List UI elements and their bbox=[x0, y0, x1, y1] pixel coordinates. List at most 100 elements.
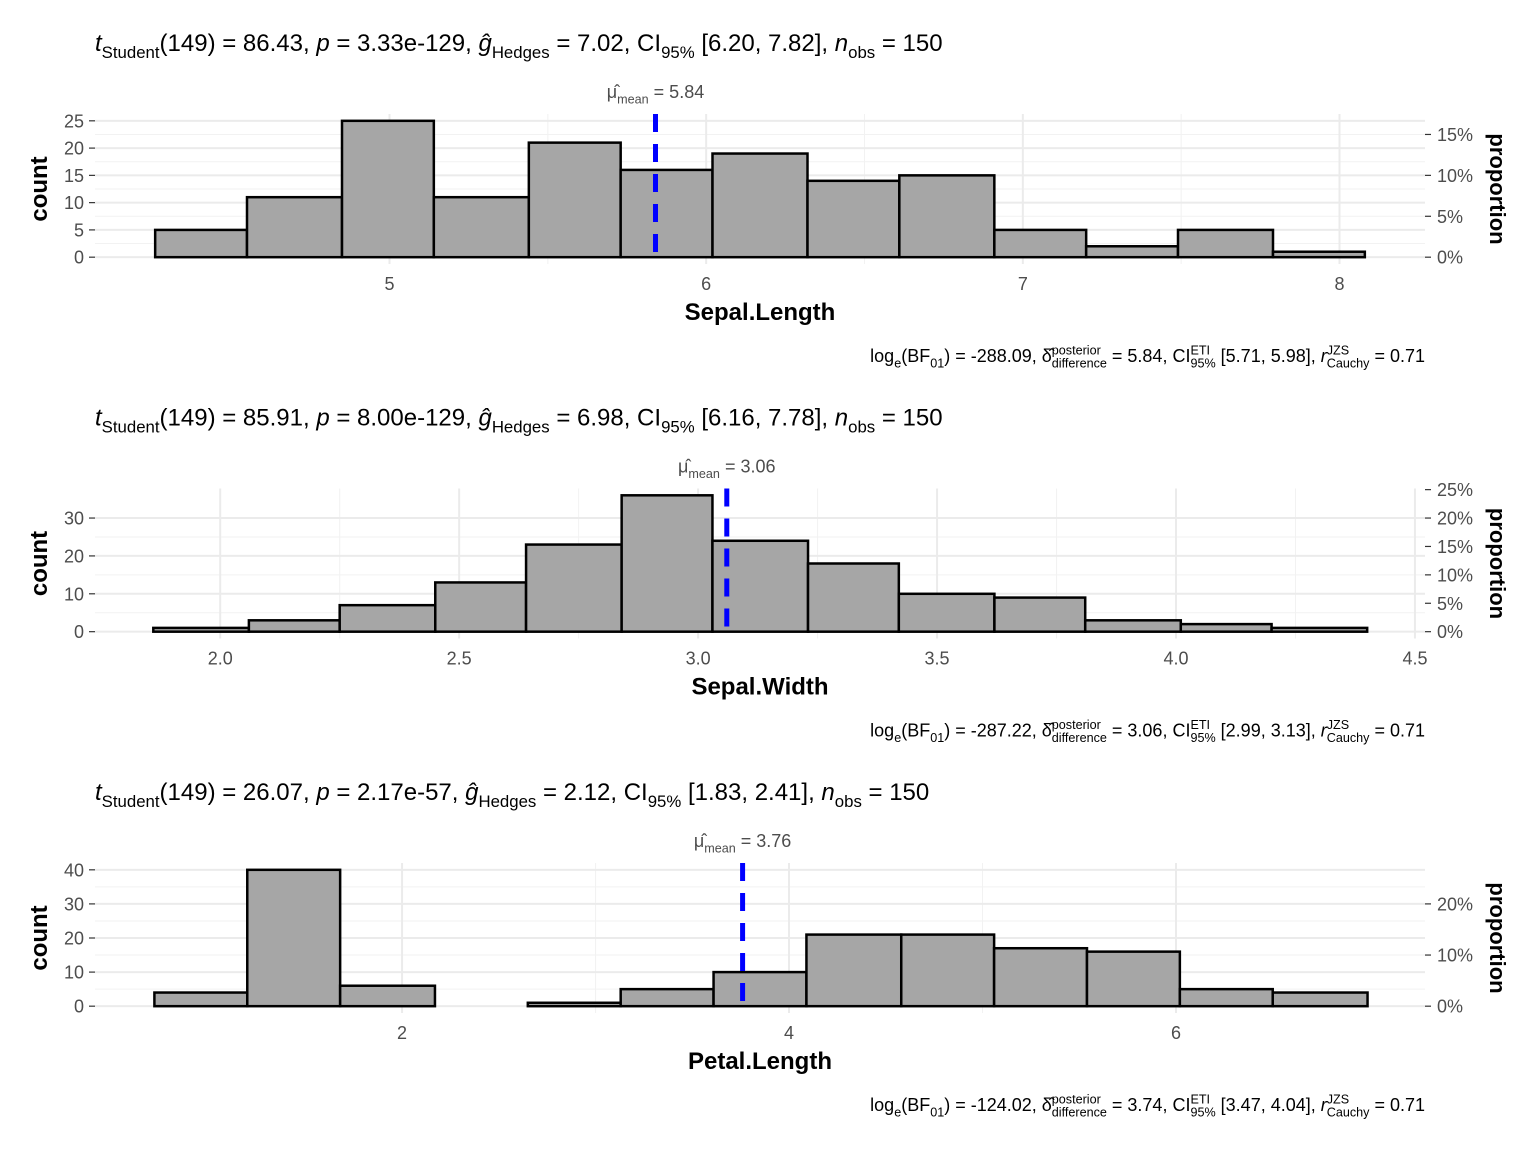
mean-label-part: 5.84 bbox=[669, 82, 704, 102]
mean-label-part: = bbox=[649, 82, 670, 102]
mean-label: μ̂ mean = 5.84 bbox=[607, 82, 704, 106]
chart-caption-part: difference bbox=[1052, 1105, 1107, 1119]
y-tick-label: 10 bbox=[64, 584, 84, 604]
bar bbox=[524, 543, 623, 633]
bar bbox=[340, 119, 436, 259]
chart-caption-part: [5.71, 5.98], bbox=[1216, 346, 1321, 366]
y2-tick-label: 0% bbox=[1437, 248, 1463, 268]
chart-caption-part: 95% bbox=[1190, 356, 1215, 370]
chart-title-part: ĝ bbox=[478, 405, 492, 432]
chart-title-part: p bbox=[315, 405, 329, 432]
y2-tick-label: 15% bbox=[1437, 125, 1473, 145]
bar bbox=[245, 195, 344, 259]
y2-tick-label: 20% bbox=[1437, 894, 1473, 914]
chart-caption-part: e bbox=[894, 1105, 901, 1119]
chart-title-part: p bbox=[315, 779, 329, 806]
mean-label-part: μ̂ bbox=[694, 831, 707, 851]
chart-caption-part: = 5.84, CI bbox=[1107, 346, 1191, 366]
y-tick-label: 30 bbox=[64, 509, 84, 529]
y-tick-label: 30 bbox=[64, 894, 84, 914]
y2-tick-label: 10% bbox=[1437, 946, 1473, 966]
x-axis-title: Sepal.Width bbox=[691, 674, 828, 701]
mean-label-part: = bbox=[720, 457, 741, 477]
bar bbox=[806, 562, 901, 633]
y-tick-label: 0 bbox=[74, 997, 84, 1017]
x-tick-label: 2.5 bbox=[447, 649, 472, 669]
chart-title-part: = 2.17e-57, bbox=[330, 779, 465, 806]
y-tick-label: 5 bbox=[74, 220, 84, 240]
chart-caption-part: 01 bbox=[930, 1105, 944, 1119]
bar bbox=[432, 195, 531, 259]
bar bbox=[1085, 950, 1182, 1008]
bar bbox=[247, 619, 341, 633]
y2-tick-label: 10% bbox=[1437, 166, 1473, 186]
y2-tick-label: 20% bbox=[1437, 509, 1473, 529]
bar bbox=[897, 592, 996, 633]
chart-title-part: = 3.33e-129, bbox=[330, 30, 479, 57]
chart-caption-part: difference bbox=[1052, 356, 1107, 370]
chart-caption-part: log bbox=[870, 721, 894, 741]
chart-title-part: obs bbox=[848, 418, 875, 437]
chart-caption-part: 01 bbox=[930, 356, 944, 370]
chart-caption-part: 01 bbox=[930, 731, 944, 745]
chart-caption-part: = 0.71 bbox=[1369, 721, 1425, 741]
bar bbox=[526, 1001, 622, 1008]
y-tick-label: 15 bbox=[64, 166, 84, 186]
chart-title-part: ĝ bbox=[465, 779, 479, 806]
chart-caption-part: 95% bbox=[1190, 731, 1215, 745]
bar bbox=[1084, 245, 1180, 259]
chart-title-part: (149) = 86.43, bbox=[160, 30, 317, 57]
bar bbox=[619, 168, 714, 259]
y2-axis-title: proportion bbox=[1485, 133, 1510, 244]
y-axis-title: count bbox=[26, 531, 53, 596]
mean-label-part: 3.06 bbox=[740, 457, 775, 477]
chart-title-part: p bbox=[315, 30, 329, 57]
chart-title-part: (149) = 85.91, bbox=[160, 405, 317, 432]
x-tick-label: 8 bbox=[1334, 274, 1344, 294]
bar bbox=[712, 970, 808, 1008]
chart-title-part: obs bbox=[848, 43, 875, 62]
bar bbox=[993, 596, 1087, 633]
y-tick-label: 20 bbox=[64, 139, 84, 159]
bar bbox=[1179, 622, 1273, 633]
y-tick-label: 10 bbox=[64, 193, 84, 213]
y2-tick-label: 5% bbox=[1437, 207, 1463, 227]
chart-title-part: [1.83, 2.41], bbox=[681, 779, 821, 806]
bar bbox=[153, 991, 249, 1008]
bar bbox=[1083, 619, 1183, 633]
bar bbox=[1271, 250, 1367, 259]
chart-title-part: n bbox=[835, 405, 848, 432]
x-tick-label: 6 bbox=[701, 274, 711, 294]
chart-title-part: [6.20, 7.82], bbox=[695, 30, 835, 57]
chart-caption-part: log bbox=[870, 346, 894, 366]
bar bbox=[246, 868, 342, 1008]
chart-caption-part: JZS bbox=[1327, 1092, 1349, 1106]
chart-caption-part: JZS bbox=[1327, 718, 1349, 732]
chart-caption-part: (BF bbox=[901, 346, 930, 366]
y2-tick-label: 5% bbox=[1437, 594, 1463, 614]
chart-title-part: t bbox=[95, 405, 103, 432]
chart-caption-part: ) = -124.02, δ̂ bbox=[944, 1095, 1055, 1115]
bar bbox=[992, 946, 1089, 1008]
chart-caption-part: ) = -287.22, δ̂ bbox=[944, 721, 1055, 741]
chart-title-part: Student bbox=[102, 418, 160, 437]
y2-tick-label: 10% bbox=[1437, 565, 1473, 585]
mean-label-part: μ̂ bbox=[678, 457, 691, 477]
chart-title-part: t bbox=[95, 30, 103, 57]
bar bbox=[898, 174, 996, 259]
bar bbox=[1178, 987, 1274, 1008]
chart-caption-part: Cauchy bbox=[1327, 356, 1370, 370]
chart-caption-part: = 0.71 bbox=[1369, 1095, 1425, 1115]
y2-tick-label: 0% bbox=[1437, 622, 1463, 642]
chart-title-part: = 150 bbox=[875, 30, 942, 57]
chart-title: t Student (149) = 26.07, p = 2.17e-57, ĝ He… bbox=[95, 779, 929, 811]
mean-label-part: mean bbox=[688, 467, 720, 481]
chart-caption-part: ) = -288.09, δ̂ bbox=[944, 346, 1055, 366]
bar bbox=[1271, 991, 1369, 1008]
x-axis-title: Petal.Length bbox=[688, 1048, 832, 1075]
chart-caption: log e (BF 01) = -124.02, δ̂ posteriordiffere… bbox=[870, 1092, 1425, 1119]
x-tick-label: 4.0 bbox=[1163, 649, 1188, 669]
chart-caption-part: ETI bbox=[1190, 343, 1210, 357]
chart-caption-part: r bbox=[1321, 721, 1328, 741]
